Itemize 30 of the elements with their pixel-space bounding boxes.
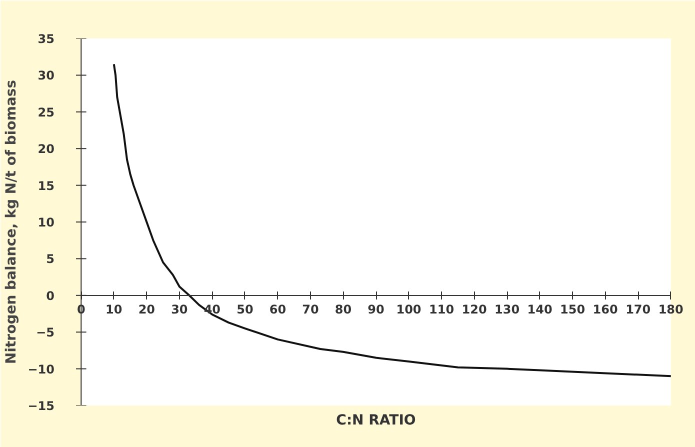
y-tick-label: −5	[36, 326, 54, 340]
x-tick-label: 140	[527, 302, 552, 316]
x-axis-title: C:N RATIO	[336, 412, 416, 428]
y-tick-label: 10	[38, 216, 55, 230]
x-tick-label: 10	[106, 302, 122, 316]
x-tick-label: 110	[429, 302, 454, 316]
x-tick-label: 20	[138, 302, 156, 316]
y-tick-label: 25	[38, 105, 55, 120]
x-tick-label: 50	[236, 302, 254, 316]
y-tick-label: 0	[46, 288, 55, 303]
x-tick-label: 70	[302, 302, 319, 316]
x-tick-label: 180	[658, 302, 684, 316]
y-tick-label: −10	[28, 362, 55, 376]
x-tick-label: 130	[494, 302, 520, 316]
x-tick-label: 90	[368, 302, 384, 316]
x-tick-label: 170	[626, 302, 651, 316]
y-tick-label: 20	[38, 142, 55, 156]
x-tick-label: 100	[396, 302, 422, 316]
y-tick-label: 15	[38, 178, 55, 193]
x-tick-label: 60	[269, 302, 286, 316]
y-tick-label: 30	[38, 68, 55, 83]
x-tick-label: 150	[560, 302, 586, 316]
x-tick-label: 80	[334, 302, 352, 316]
x-tick-label: 120	[462, 302, 487, 316]
x-tick-label: 160	[592, 302, 618, 316]
y-tick-label: −15	[28, 399, 55, 413]
y-tick-label: 5	[46, 252, 55, 266]
x-tick-label: 30	[171, 302, 188, 316]
y-axis-title: Nitrogen balance, kg N/t of biomass	[4, 80, 20, 364]
y-tick-label: 35	[38, 32, 55, 46]
